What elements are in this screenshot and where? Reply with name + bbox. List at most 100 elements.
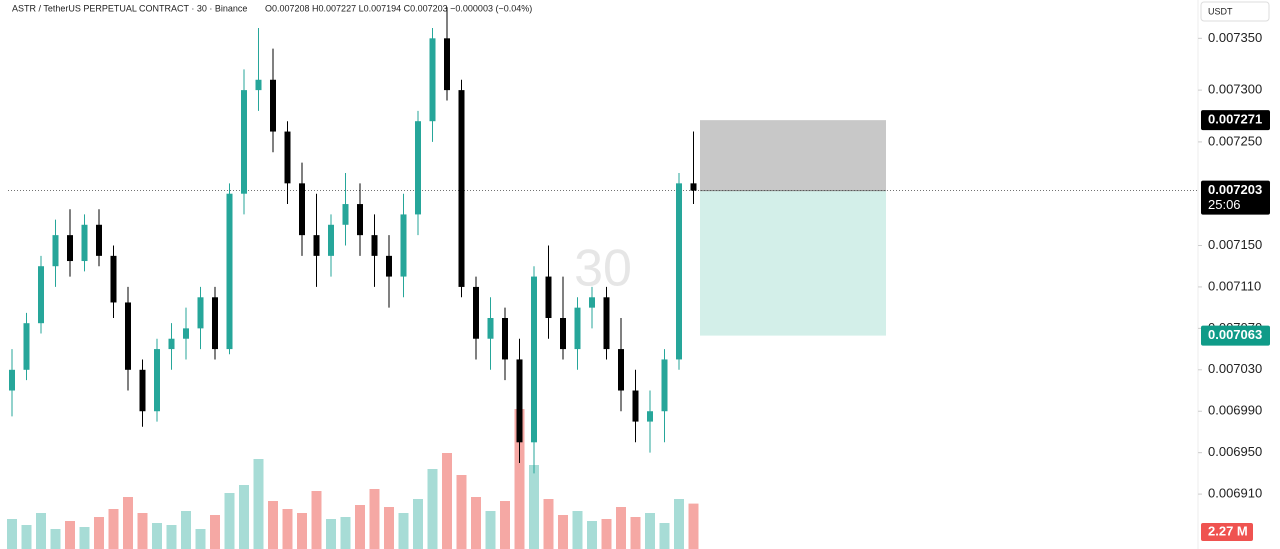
volume-bar — [166, 525, 177, 549]
y-tick-label: 0.006950 — [1208, 444, 1262, 459]
candle-body — [429, 38, 436, 122]
candle-body — [38, 266, 44, 324]
volume-bar — [500, 501, 510, 549]
candle-body — [284, 131, 291, 184]
volume-bar — [427, 469, 438, 549]
volume-bar — [36, 513, 46, 549]
candle-body — [502, 318, 508, 360]
volume-bar — [688, 503, 699, 549]
volume-bar — [659, 523, 670, 549]
volume-bar — [123, 497, 133, 549]
header-symbol: ASTR / TetherUS PERPETUAL CONTRACT · 30 … — [12, 3, 247, 13]
candle-body — [52, 235, 59, 267]
candle-body — [589, 297, 595, 308]
volume-bar — [587, 521, 597, 549]
volume-bar — [311, 491, 322, 549]
volume-bar — [572, 511, 583, 549]
stop-price-label-box — [1201, 110, 1270, 131]
volume-bar — [94, 517, 104, 549]
target-zone — [700, 190, 886, 336]
candle-body — [560, 318, 566, 350]
candle-body — [574, 307, 581, 350]
volume-bar — [355, 505, 365, 549]
volume-bar — [558, 515, 568, 549]
candle-body — [690, 183, 697, 191]
last-price-label-countdown: 25:06 — [1208, 197, 1241, 212]
candle-body — [400, 214, 407, 277]
volume-bar — [108, 509, 119, 549]
volume-bar — [79, 527, 90, 549]
volume-bar — [456, 475, 467, 549]
candle-body — [545, 276, 552, 319]
volume-bar — [413, 499, 423, 549]
candle-body — [386, 255, 392, 277]
candle-body — [473, 286, 479, 339]
candle-body — [342, 204, 349, 225]
volume-bar — [543, 499, 554, 549]
volume-bar — [616, 507, 626, 549]
volume-bar — [21, 525, 32, 549]
candle-body — [357, 204, 363, 236]
volume-bar — [340, 517, 351, 549]
volume-bar — [326, 519, 336, 549]
volume-bar — [630, 517, 641, 549]
candle-body — [270, 79, 276, 132]
volume-bar — [297, 513, 307, 549]
currency-box — [1200, 1, 1270, 22]
candle-body — [212, 297, 218, 350]
candle-body — [81, 224, 88, 262]
candle-body — [647, 411, 653, 422]
candle-body — [139, 369, 146, 412]
volume-bar — [442, 453, 452, 549]
candle-body — [255, 79, 262, 91]
volume-bar — [601, 519, 612, 549]
stop-zone — [700, 120, 886, 191]
candle-body — [183, 328, 189, 339]
candle-body — [371, 235, 378, 256]
volume-label-box — [1201, 523, 1253, 541]
candle-body — [516, 359, 523, 443]
volume-bar — [239, 485, 249, 549]
volume-bar — [384, 507, 394, 549]
candle-body — [328, 224, 334, 256]
candle-body — [168, 338, 175, 350]
volume-bar — [398, 513, 409, 549]
candle-body — [415, 121, 421, 215]
stop-price-label: 0.007271 — [1208, 112, 1262, 127]
volume-label: 2.27 M — [1208, 523, 1248, 538]
candle-body — [96, 224, 102, 256]
volume-bar — [50, 529, 61, 549]
candle-body — [676, 183, 682, 360]
volume-bar — [210, 515, 220, 549]
candle-body — [197, 297, 204, 329]
volume-bar — [282, 509, 293, 549]
candle-body — [154, 349, 160, 412]
y-tick-label: 0.006910 — [1208, 486, 1262, 501]
last-price-label: 0.007203 — [1208, 182, 1262, 197]
volume-bar — [65, 521, 75, 549]
candle-body — [313, 235, 320, 256]
candle-body — [226, 193, 233, 350]
volume-bar — [7, 519, 17, 549]
y-tick-label: 0.007150 — [1208, 237, 1262, 252]
candle-body — [603, 297, 610, 350]
candle-body — [67, 235, 73, 262]
volume-bar — [514, 409, 525, 549]
last-price-label-box — [1201, 180, 1270, 215]
volume-bar — [152, 523, 162, 549]
volume-bar — [485, 511, 496, 549]
candle-body — [444, 38, 450, 91]
volume-bar — [369, 489, 380, 549]
candle-body — [618, 349, 624, 391]
y-tick-label: 0.007350 — [1208, 30, 1262, 45]
candle-body — [487, 318, 494, 339]
volume-bar — [268, 501, 278, 549]
volume-bar — [195, 529, 206, 549]
currency: USDT — [1208, 6, 1233, 16]
volume-bar — [645, 513, 655, 549]
volume-bar — [529, 465, 539, 549]
y-tick-label: 0.007030 — [1208, 361, 1262, 376]
candle-body — [125, 302, 131, 370]
header-ohlc: O0.007208 H0.007227 L0.007194 C0.007203 … — [265, 3, 532, 13]
